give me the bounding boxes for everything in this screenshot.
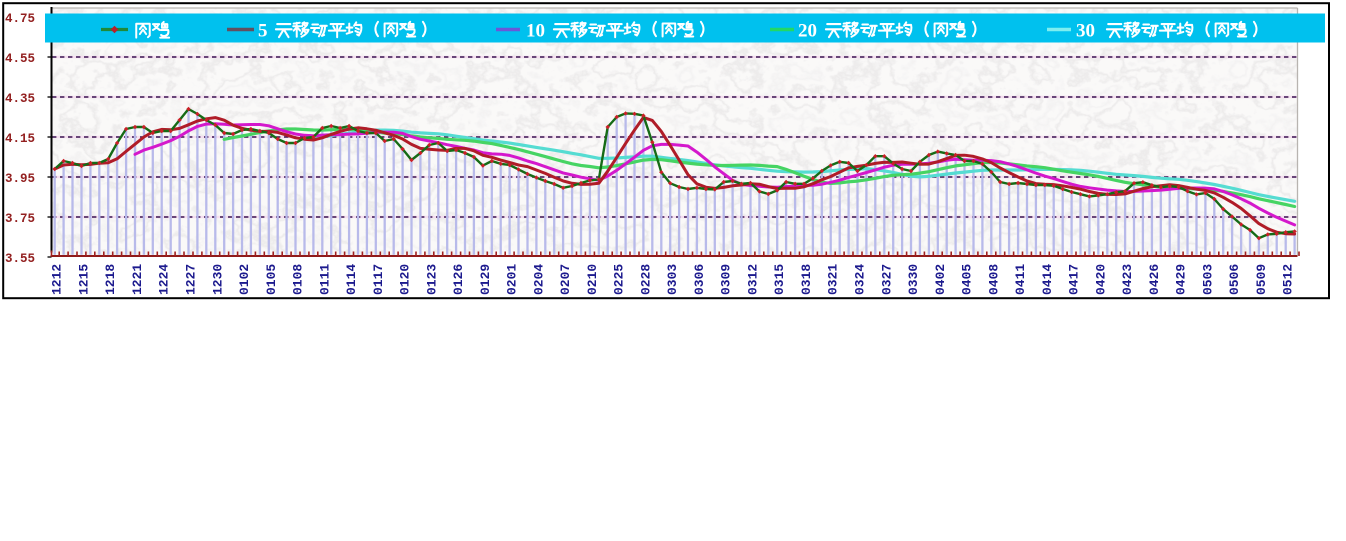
svg-text:0414: 0414 [1040, 264, 1055, 295]
svg-text:0509: 0509 [1254, 264, 1269, 295]
svg-text:0417: 0417 [1067, 264, 1082, 295]
svg-text:0315: 0315 [772, 264, 787, 295]
svg-text:1218: 1218 [103, 264, 118, 295]
svg-text:3.55: 3.55 [5, 252, 35, 266]
svg-text:0321: 0321 [826, 264, 841, 295]
svg-text:0117: 0117 [371, 264, 386, 295]
svg-text:0210: 0210 [585, 264, 600, 295]
svg-text:0512: 0512 [1281, 264, 1296, 295]
svg-text:0324: 0324 [853, 264, 868, 295]
svg-text:30: 30 [1076, 21, 1095, 42]
svg-text:0108: 0108 [291, 264, 306, 295]
svg-text:0111: 0111 [317, 264, 332, 295]
svg-text:4.15: 4.15 [5, 132, 35, 146]
svg-text:0411: 0411 [1013, 264, 1028, 295]
svg-text:1215: 1215 [77, 264, 92, 295]
svg-text:0327: 0327 [879, 264, 894, 295]
svg-text:0114: 0114 [344, 264, 359, 295]
svg-text:0503: 0503 [1200, 264, 1215, 295]
svg-text:0429: 0429 [1174, 264, 1189, 295]
svg-text:0201: 0201 [505, 264, 520, 295]
svg-text:3.95: 3.95 [5, 172, 35, 186]
svg-text:0225: 0225 [612, 264, 627, 295]
svg-text:0408: 0408 [986, 264, 1001, 295]
svg-text:0318: 0318 [799, 264, 814, 295]
svg-text:0306: 0306 [692, 264, 707, 295]
svg-text:1221: 1221 [130, 264, 145, 295]
svg-text:0102: 0102 [237, 264, 252, 295]
svg-text:0506: 0506 [1227, 264, 1242, 295]
svg-text:0423: 0423 [1120, 264, 1135, 295]
svg-text:0120: 0120 [398, 264, 413, 295]
svg-text:1212: 1212 [50, 264, 65, 295]
svg-text:0123: 0123 [424, 264, 439, 295]
svg-text:0312: 0312 [746, 264, 761, 295]
svg-text:1227: 1227 [184, 264, 199, 295]
svg-text:5: 5 [258, 21, 268, 42]
svg-text:1230: 1230 [210, 264, 225, 295]
svg-text:0228: 0228 [638, 264, 653, 295]
svg-text:0207: 0207 [558, 264, 573, 295]
svg-text:0303: 0303 [665, 264, 680, 295]
svg-text:0405: 0405 [960, 264, 975, 295]
svg-text:0129: 0129 [478, 264, 493, 295]
svg-text:0420: 0420 [1093, 264, 1108, 295]
svg-text:0204: 0204 [531, 264, 546, 295]
svg-text:0330: 0330 [906, 264, 921, 295]
svg-text:10: 10 [526, 21, 545, 42]
svg-text:0426: 0426 [1147, 264, 1162, 295]
svg-text:1224: 1224 [157, 264, 172, 295]
svg-text:0105: 0105 [264, 264, 279, 295]
svg-text:4.55: 4.55 [5, 52, 35, 66]
svg-text:0402: 0402 [933, 264, 948, 295]
svg-text:4.75: 4.75 [5, 12, 35, 26]
svg-text:3.75: 3.75 [5, 212, 35, 226]
svg-text:4.35: 4.35 [5, 92, 35, 106]
svg-text:0126: 0126 [451, 264, 466, 295]
svg-text:0309: 0309 [719, 264, 734, 295]
svg-text:20: 20 [798, 21, 817, 42]
